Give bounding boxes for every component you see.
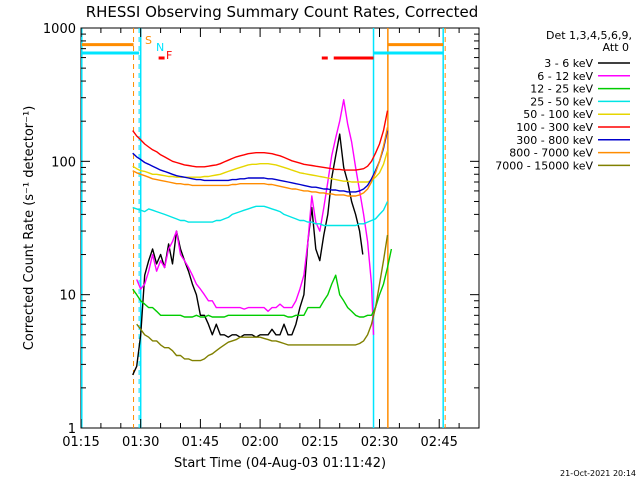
legend-label: 12 - 25 keV xyxy=(530,83,593,96)
legend-label: 50 - 100 keV xyxy=(523,108,593,121)
y-tick-label: 1 xyxy=(68,422,76,437)
annotation-s: S xyxy=(145,34,152,47)
legend-label: 800 - 7000 keV xyxy=(509,147,593,160)
x-tick-label: 01:15 xyxy=(62,435,99,450)
x-tick-label: 02:45 xyxy=(420,435,457,450)
markers-layer xyxy=(81,28,446,428)
y-axis-label-text: Corrected Count Rate (s⁻¹ detector⁻¹) xyxy=(22,106,37,351)
series-line xyxy=(132,248,393,318)
x-tick-label: 01:30 xyxy=(122,435,159,450)
series-line xyxy=(132,201,389,227)
chart-title: RHESSI Observing Summary Count Rates, Co… xyxy=(86,3,479,21)
series-line xyxy=(132,110,389,171)
series-line xyxy=(132,130,389,193)
legend-label: 25 - 50 keV xyxy=(530,95,593,108)
x-tick-label: 02:30 xyxy=(361,435,398,450)
legend-label: 6 - 12 keV xyxy=(537,70,593,83)
annotation-f: F xyxy=(166,49,172,62)
series-line xyxy=(132,133,364,376)
series-line xyxy=(136,234,389,362)
footer-date: 21-Oct-2021 20:14 xyxy=(560,469,636,478)
y-axis-label: Corrected Count Rate (s⁻¹ detector⁻¹) xyxy=(22,106,37,351)
series-line xyxy=(132,150,389,183)
x-tick-label: 02:00 xyxy=(241,435,278,450)
legend-header-1: Det 1,3,4,5,6,9, xyxy=(546,29,632,42)
legend-label: 7000 - 15000 keV xyxy=(495,159,593,172)
annotation-n: N xyxy=(156,41,164,54)
legend-label: 300 - 800 keV xyxy=(516,134,593,147)
series-line xyxy=(132,127,389,197)
legend-header-2: Att 0 xyxy=(603,41,629,54)
series-line xyxy=(136,99,375,335)
y-tick-label: 1000 xyxy=(43,22,76,37)
legend-label: 100 - 300 keV xyxy=(516,121,593,134)
y-tick-label: 10 xyxy=(59,289,76,304)
y-tick-label: 100 xyxy=(51,155,76,170)
x-tick-label: 02:15 xyxy=(301,435,338,450)
axes-layer: 1 10 100 1000 01:15 01:30 01:45 02:00 02:15 02:30… xyxy=(43,22,480,450)
legend-label: 3 - 6 keV xyxy=(544,57,593,70)
series-layer xyxy=(132,99,393,376)
x-axis-label: Start Time (04-Aug-03 01:11:42) xyxy=(174,456,386,471)
x-tick-label: 01:45 xyxy=(182,435,219,450)
